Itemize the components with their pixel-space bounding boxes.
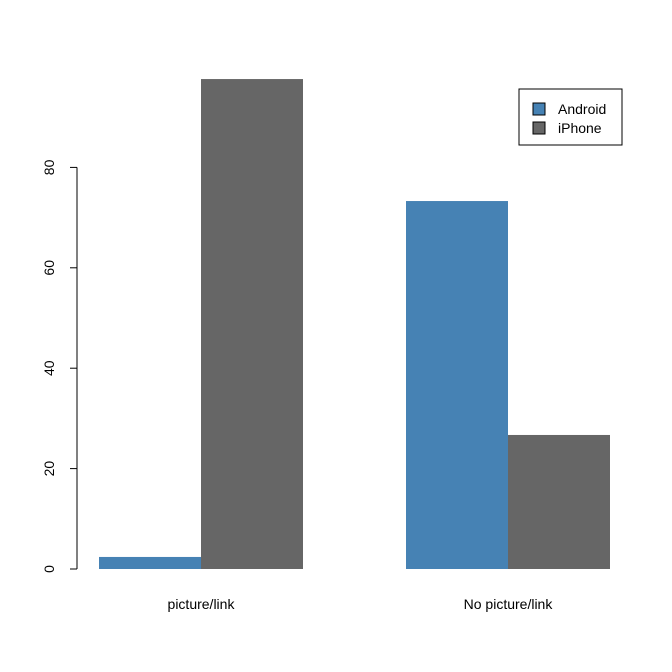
- legend-box: [518, 88, 623, 146]
- category-label: No picture/link: [464, 596, 554, 612]
- y-tick-label: 80: [41, 159, 57, 175]
- bar-iphone-1: [201, 79, 303, 569]
- bars-group: [99, 79, 610, 569]
- legend-label-iphone: iPhone: [558, 120, 602, 136]
- x-axis-labels: picture/link No picture/link: [168, 596, 554, 612]
- y-tick-label: 40: [41, 360, 57, 376]
- legend-swatch-iphone: [532, 121, 546, 135]
- y-tick-label: 0: [41, 565, 57, 573]
- bar-android-2: [406, 201, 508, 569]
- y-tick-label: 20: [41, 461, 57, 477]
- y-axis: 0 20 40 60 80: [41, 159, 78, 573]
- bar-android-1: [99, 556, 201, 569]
- y-tick-label: 60: [41, 260, 57, 276]
- legend-swatch-android: [532, 102, 546, 116]
- legend: Android iPhone: [518, 88, 623, 146]
- category-label: picture/link: [168, 596, 236, 612]
- bar-iphone-2: [508, 434, 610, 569]
- legend-label-android: Android: [558, 101, 606, 117]
